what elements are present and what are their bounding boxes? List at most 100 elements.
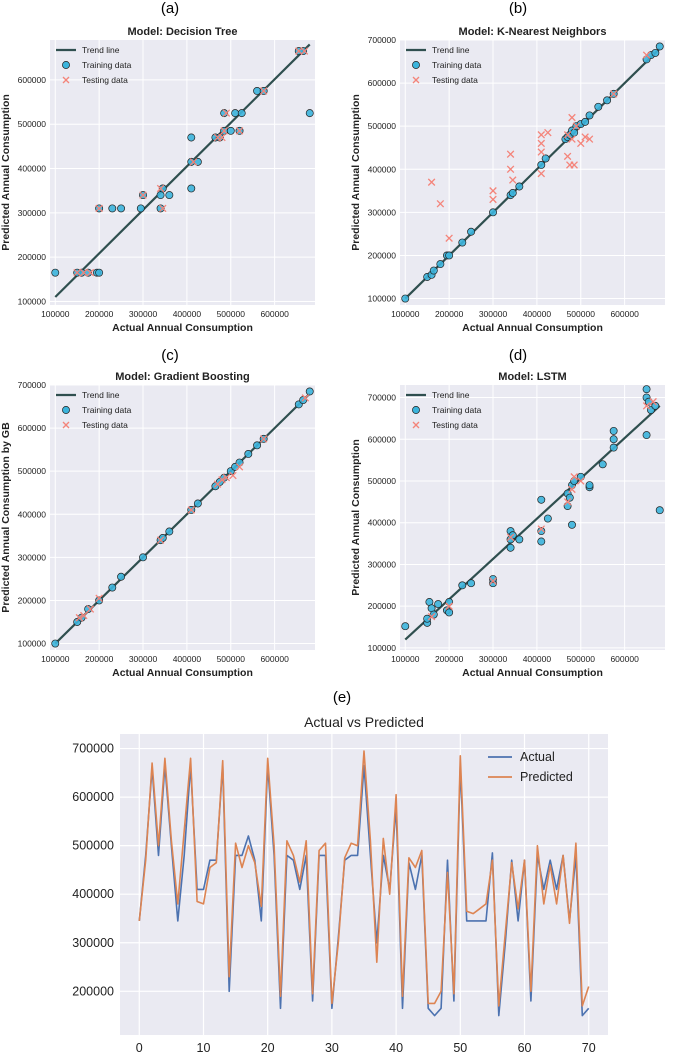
testing-marker-stroke bbox=[295, 47, 303, 55]
y-tick-label: 700000 bbox=[18, 380, 47, 390]
x-tick-label: 600000 bbox=[260, 654, 289, 664]
training-point bbox=[506, 543, 515, 552]
training-point bbox=[117, 572, 126, 581]
testing-marker-stroke bbox=[187, 506, 196, 514]
training-point bbox=[139, 553, 147, 562]
legend-label: Testing data bbox=[82, 75, 128, 85]
testing-point bbox=[259, 87, 268, 95]
testing-marker-stroke bbox=[427, 612, 436, 621]
training-point bbox=[108, 204, 117, 213]
testing-point bbox=[585, 135, 594, 143]
testing-marker-stroke bbox=[642, 51, 651, 59]
training-point bbox=[158, 184, 167, 193]
testing-marker-stroke bbox=[218, 133, 226, 142]
testing-point bbox=[222, 109, 231, 117]
testing-point bbox=[187, 506, 196, 514]
testing-point bbox=[563, 498, 572, 506]
testing-point bbox=[544, 128, 552, 137]
testing-point bbox=[572, 122, 581, 130]
testing-marker-stroke bbox=[259, 435, 268, 443]
legend: Actual Predicted bbox=[488, 750, 573, 784]
training-point bbox=[642, 385, 651, 394]
x-axis-label: Actual Annual Consumption bbox=[462, 667, 603, 679]
testing-marker-stroke bbox=[537, 131, 546, 139]
x-axis-label: Actual Annual Consumption bbox=[112, 322, 253, 334]
x-tick-label: 400000 bbox=[523, 309, 552, 319]
training-point bbox=[568, 520, 576, 529]
testing-marker-stroke bbox=[506, 165, 515, 174]
testing-point bbox=[158, 204, 167, 213]
testing-point bbox=[229, 471, 237, 480]
testing-point bbox=[156, 536, 165, 544]
training-point bbox=[51, 639, 60, 648]
x-tick-label: 300000 bbox=[129, 654, 158, 664]
plot-background bbox=[120, 734, 608, 1035]
y-tick-label: 400000 bbox=[18, 164, 47, 174]
y-tick-label: 500000 bbox=[72, 839, 114, 853]
testing-marker-stroke bbox=[139, 191, 147, 199]
testing-marker-stroke bbox=[544, 128, 552, 137]
testing-marker-stroke bbox=[568, 113, 576, 122]
training-point bbox=[609, 426, 618, 435]
testing-marker-stroke bbox=[222, 109, 231, 117]
testing-marker-stroke bbox=[86, 268, 95, 277]
training-point bbox=[305, 109, 314, 118]
y-tick-label: 200000 bbox=[72, 984, 114, 998]
y-tick-label: 600000 bbox=[368, 434, 397, 444]
training-point bbox=[515, 535, 524, 544]
testing-point bbox=[156, 184, 165, 193]
testing-point bbox=[577, 139, 585, 148]
x-tick-label: 60 bbox=[518, 1041, 532, 1055]
y-tick-label: 500000 bbox=[368, 476, 397, 486]
testing-point bbox=[577, 477, 585, 485]
training-point bbox=[655, 42, 664, 51]
legend-label: Trend line bbox=[82, 390, 120, 400]
legend-label: Predicted bbox=[520, 770, 573, 784]
training-point bbox=[489, 208, 497, 217]
testing-point bbox=[537, 525, 546, 533]
legend-training-swatch bbox=[62, 406, 70, 414]
training-point bbox=[565, 493, 574, 502]
training-point bbox=[537, 537, 546, 546]
x-tick-label: 300000 bbox=[479, 309, 508, 319]
testing-point bbox=[570, 161, 578, 169]
training-point bbox=[434, 600, 443, 609]
testing-marker-stroke bbox=[585, 135, 594, 143]
line-panel-actual-vs-predicted: 0 10 20 30 40 50 60 70 200000 300000 400000 500000 6… bbox=[72, 714, 608, 1055]
testing-point bbox=[537, 131, 546, 139]
panel-label-a: (a) bbox=[161, 0, 179, 17]
legend-testing-swatch bbox=[412, 421, 420, 429]
training-point bbox=[165, 527, 174, 536]
legend-label: Testing data bbox=[432, 420, 478, 430]
y-tick-label: 500000 bbox=[18, 466, 47, 476]
x-axis-label: Actual Annual Consumption bbox=[112, 667, 253, 679]
testing-marker-stroke bbox=[489, 195, 497, 204]
testing-point bbox=[489, 577, 497, 585]
training-point bbox=[423, 614, 432, 623]
testing-point bbox=[489, 187, 497, 195]
testing-point bbox=[220, 127, 228, 135]
testing-marker-stroke bbox=[489, 187, 497, 195]
testing-marker-stroke bbox=[489, 577, 497, 585]
testing-marker-stroke bbox=[436, 199, 445, 208]
testing-point bbox=[235, 463, 244, 471]
testing-marker-stroke bbox=[300, 47, 309, 55]
y-tick-label: 600000 bbox=[18, 423, 47, 433]
training-point bbox=[95, 268, 104, 277]
testing-marker-stroke bbox=[570, 161, 578, 169]
training-point bbox=[458, 581, 467, 590]
chart-title: Actual vs Predicted bbox=[304, 714, 424, 730]
testing-marker-stroke bbox=[95, 204, 103, 213]
legend-testing-swatch bbox=[62, 76, 70, 84]
training-point bbox=[436, 260, 445, 269]
panel-label-b: (b) bbox=[509, 0, 527, 17]
testing-marker-stroke bbox=[563, 152, 572, 161]
testing-marker-stroke bbox=[537, 148, 546, 156]
y-tick-label: 300000 bbox=[368, 207, 397, 217]
y-axis-label: Predicted Annual Consumption bbox=[0, 94, 12, 251]
y-tick-label: 100000 bbox=[18, 296, 47, 306]
legend: Trend line Training data Testing data bbox=[56, 390, 132, 430]
training-point bbox=[253, 441, 262, 450]
testing-point bbox=[581, 133, 589, 141]
training-point bbox=[609, 443, 618, 452]
